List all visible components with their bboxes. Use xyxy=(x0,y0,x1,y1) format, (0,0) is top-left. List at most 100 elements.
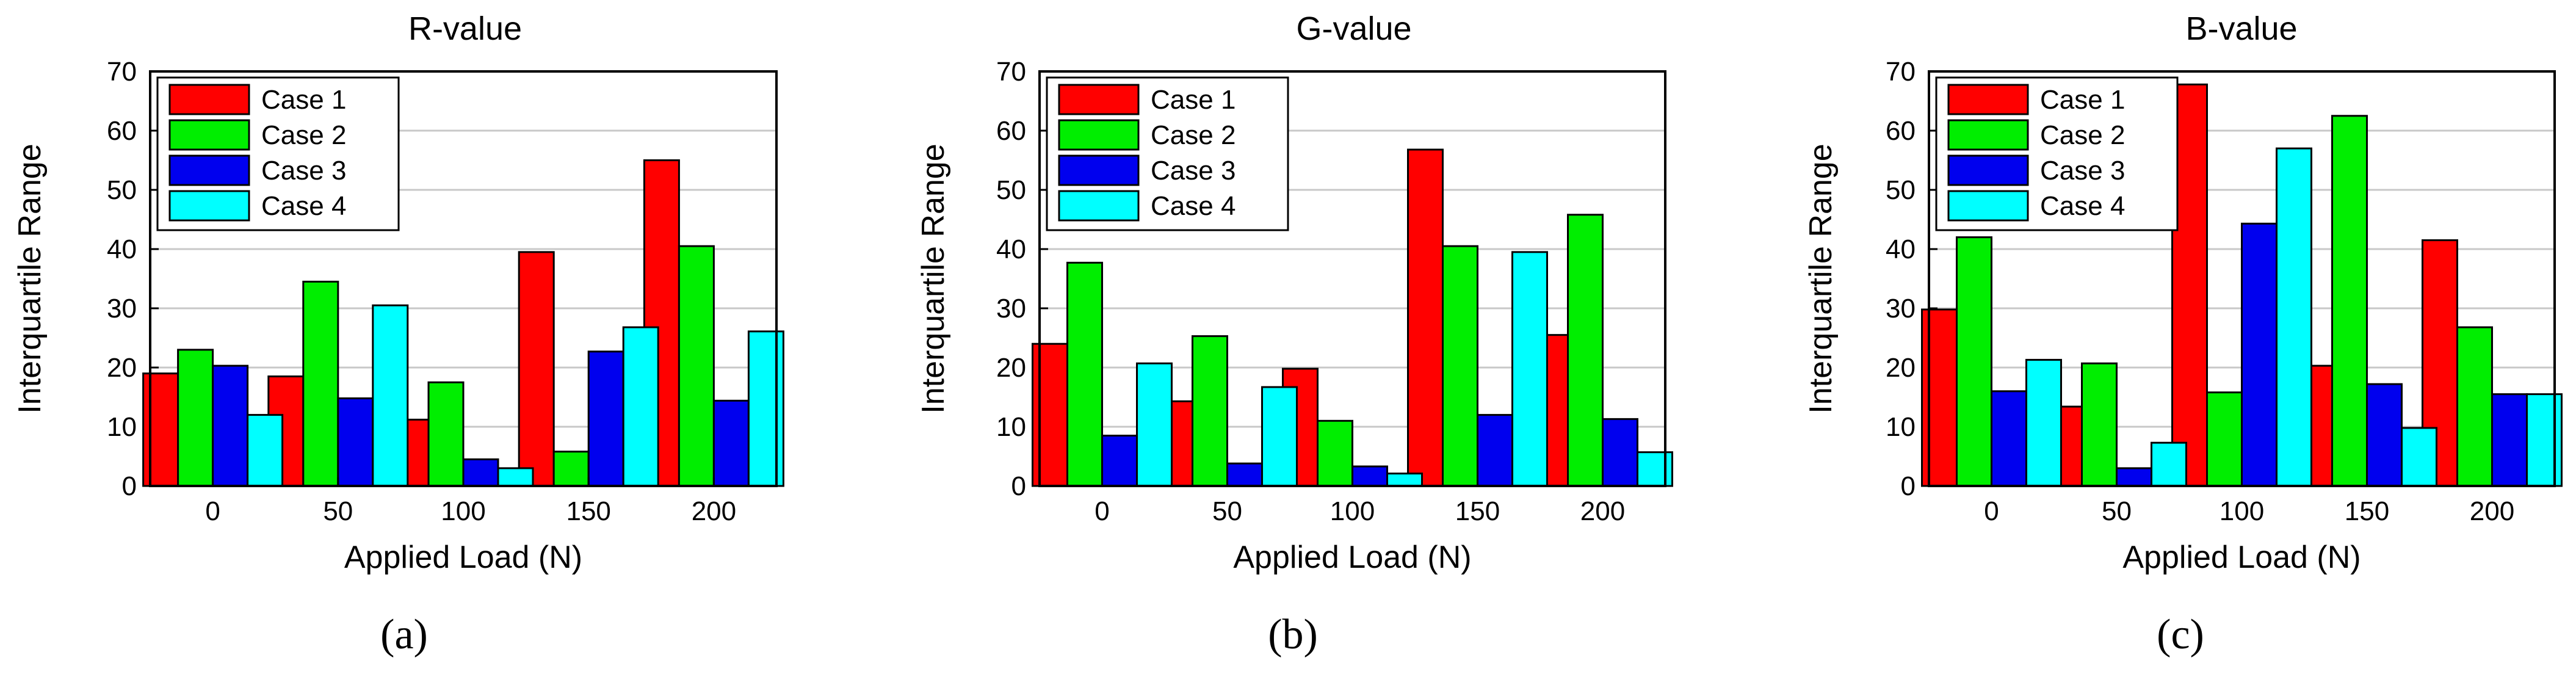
legend-swatch-3 xyxy=(168,154,250,186)
legend-swatch-3 xyxy=(1058,154,1140,186)
x-tick-label: 200 xyxy=(2470,496,2514,526)
bar-case-3-50 xyxy=(337,397,374,487)
bar-case-3-50 xyxy=(1226,462,1263,487)
bar-case-3-200 xyxy=(1602,418,1638,487)
bar-case-2-0 xyxy=(1066,261,1103,487)
x-tick-label: 100 xyxy=(2220,496,2264,526)
bar-case-3-0 xyxy=(1101,435,1138,487)
panel-label: (b) xyxy=(1268,611,1318,658)
bar-case-3-100 xyxy=(462,458,499,487)
x-tick-label: 200 xyxy=(1580,496,1625,526)
x-tick-label: 50 xyxy=(1212,496,1242,526)
legend: Case 1 Case 2 Case 3 Case 4 xyxy=(1046,76,1289,231)
x-axis-label: Applied Load (N) xyxy=(1233,540,1471,575)
bar-case-4-50 xyxy=(372,304,409,487)
y-tick-label: 30 xyxy=(996,294,1026,324)
bar-case-4-200 xyxy=(1637,451,1673,487)
y-axis-label: Interquartile Range xyxy=(12,143,48,413)
y-tick-label: 40 xyxy=(107,234,137,264)
legend-swatch-4 xyxy=(1058,190,1140,222)
bar-case-2-200 xyxy=(2456,326,2493,487)
bar-case-2-0 xyxy=(1956,236,1992,487)
bar-case-4-0 xyxy=(247,414,284,487)
chart-panel-2: G-value 0 10 20 30 40 50 60 70 0 50 100 150 200 Applie… xyxy=(916,10,1673,658)
plot-frame xyxy=(1928,70,2556,487)
legend-label-2: Case 2 xyxy=(261,120,346,150)
bar-case-3-100 xyxy=(2241,222,2278,487)
bar-case-4-100 xyxy=(497,467,534,487)
bar-case-3-150 xyxy=(1477,414,1513,487)
x-tick-label: 100 xyxy=(441,496,485,526)
bar-case-2-150 xyxy=(552,451,590,487)
chart-title: G-value xyxy=(1296,10,1411,47)
legend-label-3: Case 3 xyxy=(2040,156,2125,186)
y-tick-label: 60 xyxy=(1886,116,1916,146)
plot-frame xyxy=(149,70,778,487)
bar-case-3-0 xyxy=(212,364,249,487)
y-axis-label: Interquartile Range xyxy=(1803,143,1839,413)
bar-case-2-150 xyxy=(1442,245,1478,487)
bar-case-2-200 xyxy=(1567,214,1604,487)
legend-swatch-3 xyxy=(1947,154,2029,186)
panel-label: (a) xyxy=(380,611,428,658)
bar-case-1-0 xyxy=(1032,342,1068,487)
bar-case-4-50 xyxy=(1261,386,1298,487)
legend-swatch-2 xyxy=(1058,119,1140,151)
legend-label-3: Case 3 xyxy=(261,156,346,186)
bar-case-2-50 xyxy=(2081,362,2118,487)
legend-label-2: Case 2 xyxy=(2040,120,2125,150)
plot-frame xyxy=(1038,70,1666,487)
legend-label-4: Case 4 xyxy=(2040,191,2125,221)
bar-case-3-0 xyxy=(1991,390,2027,487)
bar-case-1-150 xyxy=(518,251,555,487)
x-tick-label: 150 xyxy=(2345,496,2389,526)
legend-label-4: Case 4 xyxy=(1151,191,1236,221)
bar-case-4-100 xyxy=(1386,473,1423,487)
bar-case-3-150 xyxy=(587,350,624,487)
y-axis-label: Interquartile Range xyxy=(916,143,951,413)
legend-label-1: Case 1 xyxy=(1151,85,1236,115)
bar-case-2-0 xyxy=(177,349,214,487)
legend-swatch-1 xyxy=(1947,84,2029,115)
x-tick-label: 100 xyxy=(1330,496,1375,526)
x-tick-label: 50 xyxy=(323,496,353,526)
y-tick-label: 10 xyxy=(1886,412,1916,442)
bar-case-2-100 xyxy=(1317,419,1353,487)
y-tick-label: 30 xyxy=(1886,294,1916,324)
x-tick-label: 50 xyxy=(2102,496,2132,526)
bar-case-2-50 xyxy=(302,280,339,487)
y-tick-label: 60 xyxy=(996,116,1026,146)
chart-panel-3: B-value 0 10 20 30 40 50 60 70 0 50 100 150 200 Applie… xyxy=(1803,10,2563,658)
legend-label-1: Case 1 xyxy=(261,85,346,115)
y-tick-label: 10 xyxy=(107,412,137,442)
bar-case-4-50 xyxy=(2151,441,2187,487)
y-tick-label: 20 xyxy=(1886,353,1916,383)
legend-swatch-2 xyxy=(168,119,250,151)
bar-case-2-100 xyxy=(427,381,465,487)
bar-case-4-150 xyxy=(622,326,659,487)
legend-swatch-4 xyxy=(168,190,250,222)
legend-swatch-1 xyxy=(168,84,250,115)
bar-case-4-200 xyxy=(747,330,784,487)
bar-case-1-0 xyxy=(142,372,179,487)
y-tick-label: 0 xyxy=(122,471,137,501)
legend-label-2: Case 2 xyxy=(1151,120,1236,150)
x-tick-label: 0 xyxy=(1094,496,1109,526)
bar-case-2-100 xyxy=(2206,391,2243,487)
chart-panel-1: R-value 0 10 20 30 40 50 60 70 0 50 100 150 200 Applie… xyxy=(12,10,784,658)
legend-swatch-2 xyxy=(1947,119,2029,151)
legend-swatch-1 xyxy=(1058,84,1140,115)
y-tick-label: 60 xyxy=(107,116,137,146)
bar-case-4-150 xyxy=(1511,251,1548,487)
chart-title: B-value xyxy=(2185,10,2297,47)
bar-case-4-0 xyxy=(2025,358,2062,487)
bar-case-2-200 xyxy=(678,245,715,487)
bar-case-3-100 xyxy=(1351,465,1388,487)
bar-case-3-150 xyxy=(2366,383,2403,487)
chart-title: R-value xyxy=(408,10,522,47)
x-tick-label: 0 xyxy=(1984,496,1999,526)
legend: Case 1 Case 2 Case 3 Case 4 xyxy=(1935,76,2179,231)
legend-label-3: Case 3 xyxy=(1151,156,1236,186)
bar-case-1-150 xyxy=(1407,148,1444,487)
